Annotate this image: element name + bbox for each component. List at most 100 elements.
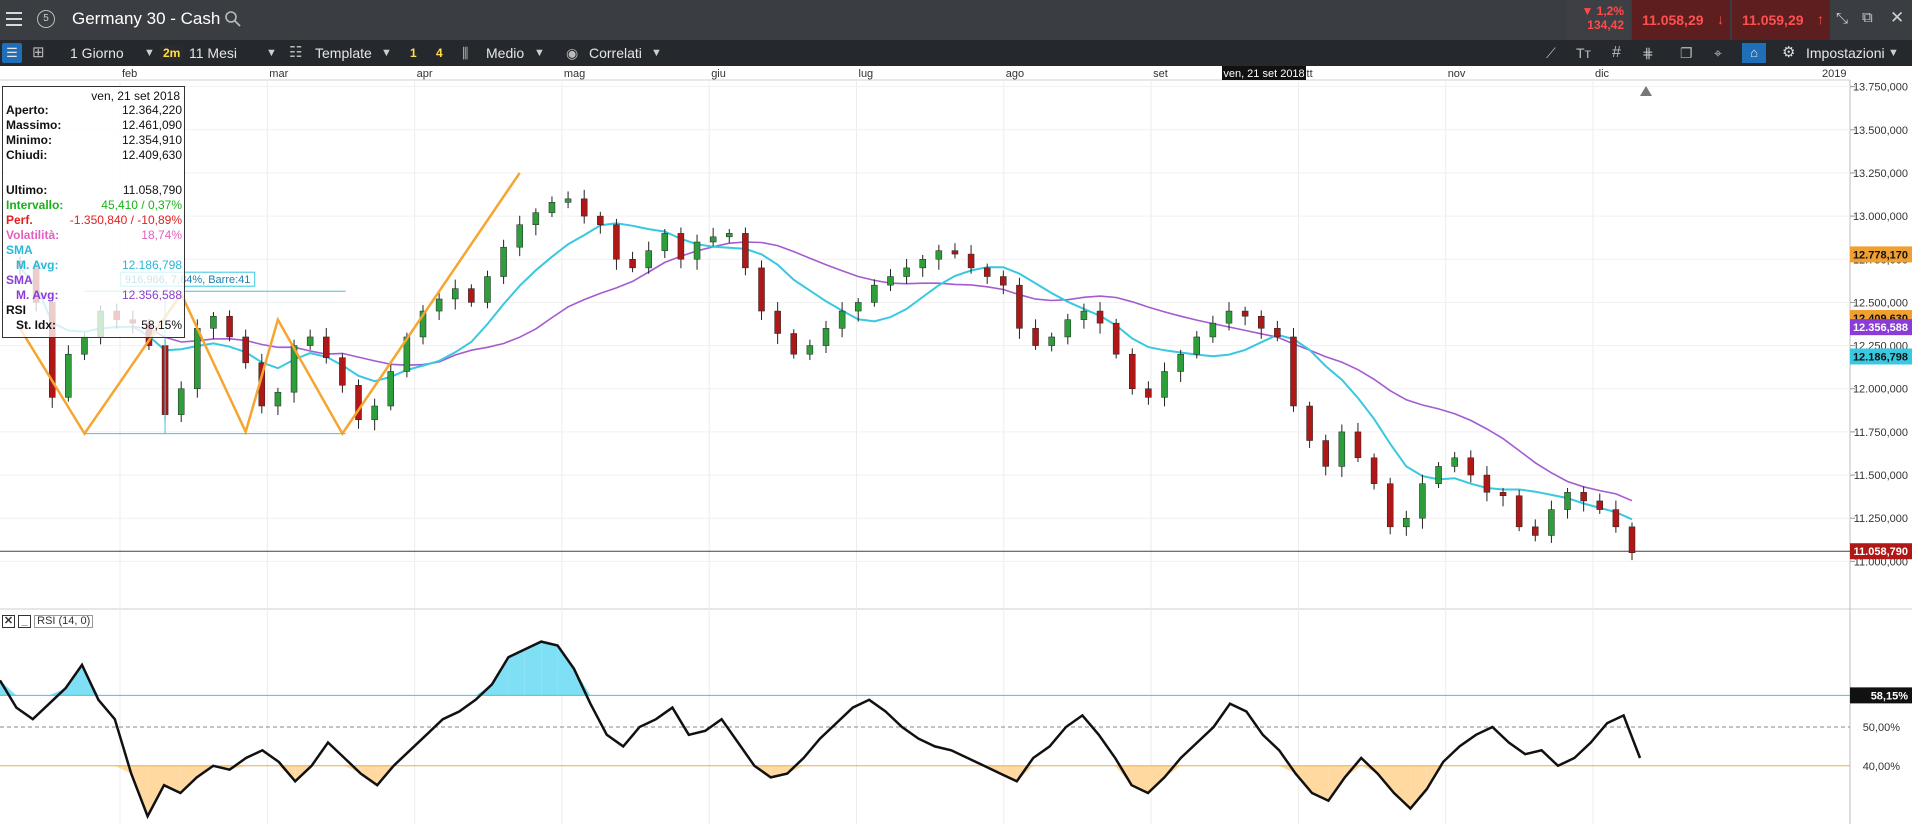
badge-4[interactable]: 4 xyxy=(436,46,443,60)
down-candle xyxy=(1257,315,1265,329)
menu-icon[interactable] xyxy=(6,12,22,26)
settings-button[interactable]: Impostazioni xyxy=(1806,45,1885,61)
draw-line-icon[interactable]: ⟋ xyxy=(1546,45,1556,61)
badge-1[interactable]: 1 xyxy=(410,46,417,60)
up-candle xyxy=(500,246,507,277)
instrument-title[interactable]: Germany 30 - Cash xyxy=(72,9,221,28)
up-candle xyxy=(371,405,378,421)
text-size-icon[interactable]: Tт xyxy=(1576,45,1591,61)
rsi-level-40-label: 40,00% xyxy=(1863,761,1901,773)
rsi-current-badge xyxy=(1850,687,1912,704)
eye-icon[interactable]: ◉ xyxy=(566,45,579,61)
template-button[interactable]: Template xyxy=(315,45,372,61)
down-candle xyxy=(613,224,620,260)
interval-chevron-down-icon[interactable]: ▼ xyxy=(144,47,155,59)
moving-averages-layer xyxy=(0,222,1850,552)
info-row: Perf. -1.350,840 / -10,89% xyxy=(6,213,182,228)
candlestick-icon[interactable]: ⫼ xyxy=(462,45,469,61)
layers-icon[interactable]: ❐ xyxy=(1680,45,1693,61)
up-candle xyxy=(1435,466,1442,484)
sma-fast-line xyxy=(19,222,1633,521)
up-candle xyxy=(838,310,846,329)
info-row: SMA xyxy=(6,243,182,258)
correlated-button[interactable]: Correlati xyxy=(589,45,642,61)
rsi-oversold-fill xyxy=(1361,765,1378,774)
scroll-end-icon xyxy=(1640,86,1652,96)
price-tick-label: 13.500,000 xyxy=(1853,125,1908,137)
price-tick-label: 11.500,000 xyxy=(1854,470,1908,482)
price-axis-badge-label: 12.186,798 xyxy=(1853,351,1908,363)
grid-view-icon[interactable]: ⊞ xyxy=(32,44,45,61)
popout-icon[interactable]: ⧉ xyxy=(1862,9,1873,26)
price-tick-label: 13.000,000 xyxy=(1853,211,1908,223)
up-candle xyxy=(435,298,443,312)
style-chevron-down-icon[interactable]: ▼ xyxy=(534,47,545,59)
fibonacci-icon[interactable]: ⋕ xyxy=(1642,45,1654,61)
close-icon[interactable]: ✕ xyxy=(1890,8,1905,27)
zoom-badge[interactable]: 2m xyxy=(160,45,184,61)
info-row-label: Ultimo: xyxy=(6,183,48,197)
rsi-oversold-fill xyxy=(1410,765,1427,809)
info-row: Chiudi: 12.409,630 xyxy=(6,148,182,163)
buy-up-arrow-icon: ↑ xyxy=(1817,11,1824,27)
info-row: St. Idx: 58,15% xyxy=(6,318,182,333)
settings-chevron-down-icon[interactable]: ▼ xyxy=(1888,47,1899,59)
crosshair-grid-icon[interactable]: # xyxy=(1612,44,1621,61)
up-candle xyxy=(274,391,282,407)
period-select[interactable]: 11 Mesi xyxy=(189,45,237,61)
info-row: Minimo: 12.354,910 xyxy=(6,133,182,148)
month-axis-bg xyxy=(0,66,1912,80)
rsi-close-icon[interactable]: ✕ xyxy=(2,615,15,628)
up-candle xyxy=(451,288,459,300)
period-chevron-down-icon[interactable]: ▼ xyxy=(266,47,277,59)
pin-icon[interactable]: ⌖ xyxy=(1714,45,1722,61)
price-tick-label: 11.250,000 xyxy=(1854,513,1908,525)
tag-icon[interactable]: ⌂ xyxy=(1742,43,1766,63)
buy-price-button[interactable]: 11.059,29 ↑ xyxy=(1732,0,1830,40)
info-row-label: Massimo: xyxy=(6,118,62,132)
rsi-line xyxy=(0,640,1642,820)
price-chart[interactable]: feb mar apr mag giu lug ago set ott nov dic 201913.… xyxy=(0,66,1912,824)
up-candle xyxy=(548,202,556,213)
collapse-icon[interactable]: ⤡ xyxy=(1836,10,1849,27)
chart-toolbar: ☰ ⊞ 1 Giorno ▼ 2m 11 Mesi ▼ ☷ Template ▼… xyxy=(0,40,1912,66)
rsi-oversold-fill xyxy=(1344,765,1362,778)
rsi-oversold-fill xyxy=(147,765,164,817)
down-candle xyxy=(580,198,588,217)
info-row-value: 58,15% xyxy=(141,318,182,332)
up-candle xyxy=(306,336,314,346)
info-row-value: 12.364,220 xyxy=(121,103,182,117)
up-candle xyxy=(1048,336,1055,346)
info-row: M. Avg: 12.186,798 xyxy=(6,258,182,273)
chart-style-select[interactable]: Medio xyxy=(486,45,525,61)
settings-gear-icon[interactable]: ⚙ xyxy=(1782,44,1796,61)
down-candle xyxy=(1096,310,1104,324)
price-tick-label: 12.000,000 xyxy=(1853,384,1908,396)
rsi-oversold-fill xyxy=(180,765,197,793)
template-chevron-down-icon[interactable]: ▼ xyxy=(381,47,392,59)
up-candle xyxy=(871,284,878,303)
template-icon[interactable]: ☷ xyxy=(289,44,303,61)
change-value: 134,42 xyxy=(1587,18,1624,32)
clock-icon[interactable]: 5 xyxy=(37,10,55,28)
list-view-icon[interactable]: ☰ xyxy=(2,43,22,63)
search-icon[interactable] xyxy=(224,10,242,28)
price-axis-badge-label: 12.778,170 xyxy=(1853,249,1908,261)
rsi-overbought-fill xyxy=(557,645,574,696)
price-axis-badge xyxy=(1850,543,1912,560)
rsi-oversold-fill xyxy=(770,765,788,778)
down-candle xyxy=(790,333,798,355)
rsi-oversold-fill xyxy=(114,765,132,774)
info-row-label: M. Avg: xyxy=(16,258,59,272)
month-label: set xyxy=(1153,68,1168,80)
correlated-chevron-down-icon[interactable]: ▼ xyxy=(651,47,662,59)
info-row: Aperto: 12.364,220 xyxy=(6,103,182,118)
sell-price: 11.058,29 xyxy=(1642,12,1704,28)
rsi-minimize-icon[interactable]: _ xyxy=(18,615,32,628)
top-bar: 5 Germany 30 - Cash ▼ 1,2% 134,42 11.058… xyxy=(0,0,1912,40)
month-label: feb xyxy=(122,68,137,80)
sell-price-button[interactable]: 11.058,29 ↓ xyxy=(1632,0,1730,40)
buy-price: 11.059,29 xyxy=(1742,12,1804,28)
info-row-label: M. Avg: xyxy=(16,288,59,302)
interval-select[interactable]: 1 Giorno xyxy=(70,45,124,61)
